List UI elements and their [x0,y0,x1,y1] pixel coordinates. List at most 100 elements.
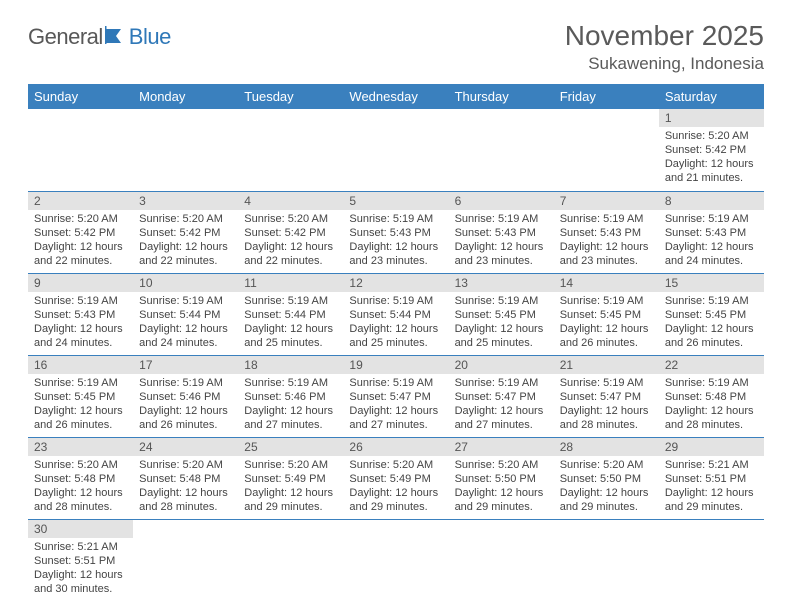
day-line: and 21 minutes. [665,171,758,185]
day-line: and 25 minutes. [349,336,442,350]
day-line: and 28 minutes. [34,500,127,514]
calendar-cell: 13Sunrise: 5:19 AMSunset: 5:45 PMDayligh… [449,273,554,355]
day-line: Daylight: 12 hours [560,486,653,500]
calendar-cell: 11Sunrise: 5:19 AMSunset: 5:44 PMDayligh… [238,273,343,355]
calendar-cell: 2Sunrise: 5:20 AMSunset: 5:42 PMDaylight… [28,191,133,273]
calendar-cell: 20Sunrise: 5:19 AMSunset: 5:47 PMDayligh… [449,355,554,437]
day-line: Sunrise: 5:20 AM [244,458,337,472]
day-line: and 27 minutes. [455,418,548,432]
day-number: 10 [133,274,238,292]
day-content: Sunrise: 5:20 AMSunset: 5:50 PMDaylight:… [449,456,554,518]
day-line: Daylight: 12 hours [34,240,127,254]
day-line: Sunrise: 5:19 AM [560,376,653,390]
day-line: Sunrise: 5:21 AM [34,540,127,554]
day-line: Sunrise: 5:19 AM [665,212,758,226]
day-content: Sunrise: 5:19 AMSunset: 5:43 PMDaylight:… [449,210,554,272]
day-number: 11 [238,274,343,292]
day-line: Sunset: 5:43 PM [665,226,758,240]
day-line: Daylight: 12 hours [349,240,442,254]
day-number: 26 [343,438,448,456]
calendar-row: 30Sunrise: 5:21 AMSunset: 5:51 PMDayligh… [28,519,764,601]
calendar-cell [449,109,554,191]
calendar-cell: 17Sunrise: 5:19 AMSunset: 5:46 PMDayligh… [133,355,238,437]
day-line: and 22 minutes. [34,254,127,268]
day-header: Saturday [659,84,764,109]
day-content: Sunrise: 5:20 AMSunset: 5:50 PMDaylight:… [554,456,659,518]
day-number: 28 [554,438,659,456]
day-number: 3 [133,192,238,210]
day-content: Sunrise: 5:20 AMSunset: 5:42 PMDaylight:… [28,210,133,272]
day-line: Sunrise: 5:21 AM [665,458,758,472]
day-line: and 23 minutes. [455,254,548,268]
day-content: Sunrise: 5:19 AMSunset: 5:48 PMDaylight:… [659,374,764,436]
day-line: and 30 minutes. [34,582,127,596]
day-content: Sunrise: 5:19 AMSunset: 5:44 PMDaylight:… [343,292,448,354]
calendar-cell: 19Sunrise: 5:19 AMSunset: 5:47 PMDayligh… [343,355,448,437]
day-line: Daylight: 12 hours [34,404,127,418]
calendar-cell: 15Sunrise: 5:19 AMSunset: 5:45 PMDayligh… [659,273,764,355]
day-line: Sunset: 5:48 PM [665,390,758,404]
day-line: and 22 minutes. [139,254,232,268]
day-line: and 24 minutes. [34,336,127,350]
day-line: Daylight: 12 hours [349,486,442,500]
day-line: Daylight: 12 hours [560,404,653,418]
day-line: and 26 minutes. [560,336,653,350]
day-line: Daylight: 12 hours [560,322,653,336]
calendar-cell: 8Sunrise: 5:19 AMSunset: 5:43 PMDaylight… [659,191,764,273]
day-content: Sunrise: 5:19 AMSunset: 5:44 PMDaylight:… [133,292,238,354]
day-line: Daylight: 12 hours [455,404,548,418]
calendar-cell: 27Sunrise: 5:20 AMSunset: 5:50 PMDayligh… [449,437,554,519]
day-line: Daylight: 12 hours [349,404,442,418]
day-number: 8 [659,192,764,210]
day-line: and 27 minutes. [244,418,337,432]
day-content: Sunrise: 5:20 AMSunset: 5:49 PMDaylight:… [238,456,343,518]
day-content: Sunrise: 5:19 AMSunset: 5:43 PMDaylight:… [343,210,448,272]
calendar-cell: 9Sunrise: 5:19 AMSunset: 5:43 PMDaylight… [28,273,133,355]
day-content: Sunrise: 5:20 AMSunset: 5:48 PMDaylight:… [28,456,133,518]
day-content: Sunrise: 5:19 AMSunset: 5:47 PMDaylight:… [554,374,659,436]
day-line: Sunset: 5:42 PM [139,226,232,240]
day-line: Sunset: 5:45 PM [34,390,127,404]
day-content: Sunrise: 5:20 AMSunset: 5:42 PMDaylight:… [659,127,764,189]
logo: General Blue [28,24,171,50]
day-line: and 28 minutes. [139,500,232,514]
day-line: Sunrise: 5:19 AM [560,212,653,226]
day-line: Sunset: 5:49 PM [349,472,442,486]
calendar-cell: 21Sunrise: 5:19 AMSunset: 5:47 PMDayligh… [554,355,659,437]
calendar-cell: 10Sunrise: 5:19 AMSunset: 5:44 PMDayligh… [133,273,238,355]
day-line: Daylight: 12 hours [455,240,548,254]
day-line: Daylight: 12 hours [665,322,758,336]
day-content: Sunrise: 5:20 AMSunset: 5:42 PMDaylight:… [238,210,343,272]
day-header-row: Sunday Monday Tuesday Wednesday Thursday… [28,84,764,109]
day-line: Sunset: 5:49 PM [244,472,337,486]
day-line: Sunset: 5:50 PM [455,472,548,486]
day-content: Sunrise: 5:19 AMSunset: 5:45 PMDaylight:… [28,374,133,436]
day-content: Sunrise: 5:19 AMSunset: 5:47 PMDaylight:… [449,374,554,436]
day-content: Sunrise: 5:19 AMSunset: 5:43 PMDaylight:… [28,292,133,354]
day-line: and 22 minutes. [244,254,337,268]
calendar-table: Sunday Monday Tuesday Wednesday Thursday… [28,84,764,601]
day-line: and 28 minutes. [665,418,758,432]
day-line: and 23 minutes. [560,254,653,268]
day-number: 17 [133,356,238,374]
day-line: and 24 minutes. [139,336,232,350]
day-line: Sunset: 5:42 PM [34,226,127,240]
day-number: 24 [133,438,238,456]
day-header: Wednesday [343,84,448,109]
day-line: and 29 minutes. [349,500,442,514]
day-line: Daylight: 12 hours [455,486,548,500]
calendar-cell [238,109,343,191]
day-number: 13 [449,274,554,292]
day-line: Daylight: 12 hours [34,322,127,336]
day-line: Sunrise: 5:20 AM [349,458,442,472]
day-line: Sunset: 5:47 PM [455,390,548,404]
day-line: Daylight: 12 hours [349,322,442,336]
day-line: Daylight: 12 hours [244,404,337,418]
location: Sukawening, Indonesia [565,54,764,74]
day-line: Sunrise: 5:20 AM [34,212,127,226]
day-line: Sunset: 5:48 PM [139,472,232,486]
day-header: Monday [133,84,238,109]
calendar-cell: 12Sunrise: 5:19 AMSunset: 5:44 PMDayligh… [343,273,448,355]
day-line: Sunset: 5:51 PM [34,554,127,568]
day-number: 30 [28,520,133,538]
